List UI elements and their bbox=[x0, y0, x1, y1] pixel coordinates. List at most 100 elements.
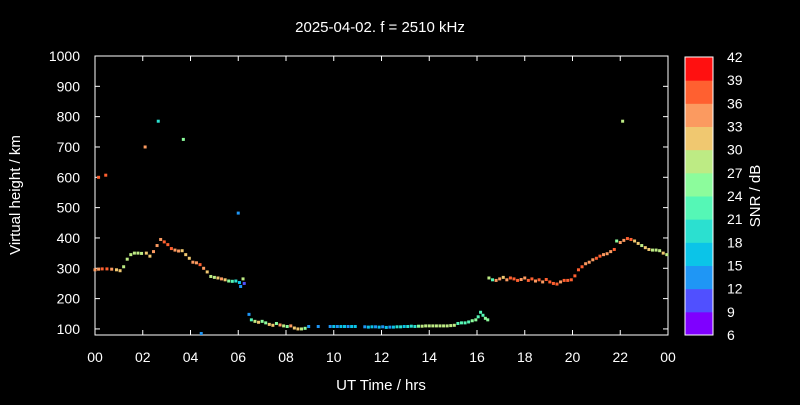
x-tick-label: 14 bbox=[421, 349, 437, 365]
y-tick-label: 200 bbox=[57, 291, 81, 307]
data-point bbox=[399, 325, 403, 329]
data-point bbox=[417, 324, 421, 328]
colorbar-tick-label: 30 bbox=[727, 142, 743, 158]
data-point bbox=[342, 325, 346, 329]
data-point bbox=[296, 327, 300, 331]
data-point bbox=[438, 324, 442, 328]
data-point bbox=[658, 249, 662, 253]
data-point bbox=[100, 267, 104, 271]
data-point bbox=[420, 324, 424, 328]
data-point bbox=[199, 331, 203, 335]
data-point bbox=[501, 275, 505, 279]
data-point bbox=[104, 173, 108, 177]
data-point bbox=[533, 279, 537, 283]
colorbar-tick-label: 9 bbox=[727, 304, 735, 320]
data-point bbox=[612, 247, 616, 251]
data-point bbox=[618, 241, 622, 245]
data-point bbox=[234, 279, 238, 283]
data-point bbox=[282, 324, 286, 328]
colorbar-tick-label: 21 bbox=[727, 211, 743, 227]
data-point bbox=[242, 281, 246, 285]
data-point bbox=[615, 239, 619, 243]
data-point bbox=[136, 251, 140, 255]
data-point bbox=[205, 270, 209, 274]
data-point bbox=[580, 265, 584, 269]
data-point bbox=[191, 260, 195, 264]
data-point bbox=[537, 278, 541, 282]
colorbar bbox=[684, 56, 714, 336]
data-point bbox=[456, 321, 460, 325]
data-point bbox=[661, 251, 665, 255]
data-point bbox=[216, 276, 220, 280]
colorbar-tick-label: 39 bbox=[727, 72, 743, 88]
data-point bbox=[289, 324, 293, 328]
data-point bbox=[132, 251, 136, 255]
data-point bbox=[114, 268, 118, 272]
data-point bbox=[381, 325, 385, 329]
data-point bbox=[285, 325, 289, 329]
data-point bbox=[551, 281, 555, 285]
x-tick-label: 00 bbox=[660, 349, 676, 365]
data-point bbox=[353, 325, 357, 329]
data-point bbox=[177, 249, 181, 253]
data-point bbox=[237, 281, 241, 285]
data-point bbox=[519, 278, 523, 282]
x-tick-label: 10 bbox=[326, 349, 342, 365]
y-tick-label: 100 bbox=[57, 321, 81, 337]
data-point bbox=[591, 258, 595, 262]
data-point bbox=[253, 319, 257, 323]
data-point bbox=[173, 248, 177, 252]
data-point bbox=[274, 321, 278, 325]
data-point bbox=[303, 326, 307, 330]
x-tick-label: 12 bbox=[374, 349, 390, 365]
data-point bbox=[350, 325, 354, 329]
data-point bbox=[110, 267, 114, 271]
y-tick-label: 600 bbox=[57, 169, 81, 185]
data-point bbox=[391, 325, 395, 329]
colorbar-segment bbox=[685, 57, 713, 81]
y-tick-label: 300 bbox=[57, 260, 81, 276]
data-point bbox=[93, 268, 97, 272]
data-point bbox=[129, 253, 133, 257]
colorbar-tick-label: 33 bbox=[727, 119, 743, 135]
y-tick-labels: 100 200 300 400 500 600 700 800 900 1000 bbox=[49, 48, 80, 337]
x-tick-label: 18 bbox=[517, 349, 533, 365]
data-point bbox=[476, 315, 480, 319]
data-point bbox=[434, 324, 438, 328]
data-point bbox=[247, 312, 251, 316]
data-point bbox=[494, 278, 498, 282]
data-point bbox=[598, 254, 602, 258]
data-point bbox=[431, 324, 435, 328]
colorbar-segment bbox=[685, 242, 713, 266]
colorbar-tick-label: 18 bbox=[727, 234, 743, 250]
data-point bbox=[636, 241, 640, 245]
y-tick-label: 500 bbox=[57, 200, 81, 216]
data-point bbox=[413, 325, 417, 329]
data-point bbox=[562, 278, 566, 282]
data-point bbox=[148, 254, 152, 258]
data-points bbox=[93, 119, 669, 335]
data-point bbox=[625, 237, 629, 241]
data-point bbox=[97, 267, 101, 271]
y-tick-label: 800 bbox=[57, 109, 81, 125]
colorbar-segment bbox=[685, 196, 713, 220]
data-point bbox=[594, 256, 598, 260]
data-point bbox=[339, 325, 343, 329]
colorbar-segment bbox=[685, 265, 713, 290]
data-point bbox=[316, 325, 320, 329]
data-point bbox=[486, 318, 490, 322]
data-point bbox=[629, 237, 633, 241]
data-point bbox=[144, 251, 148, 255]
colorbar-segment bbox=[685, 219, 713, 243]
colorbar-segment bbox=[685, 172, 713, 197]
data-point bbox=[530, 277, 534, 281]
data-point bbox=[584, 262, 588, 266]
colorbar-tick-label: 6 bbox=[727, 327, 735, 343]
colorbar-segment bbox=[685, 103, 713, 127]
data-point bbox=[166, 243, 170, 247]
data-point bbox=[384, 325, 388, 329]
data-point bbox=[576, 268, 580, 272]
data-point bbox=[402, 325, 406, 329]
data-point bbox=[155, 244, 159, 248]
